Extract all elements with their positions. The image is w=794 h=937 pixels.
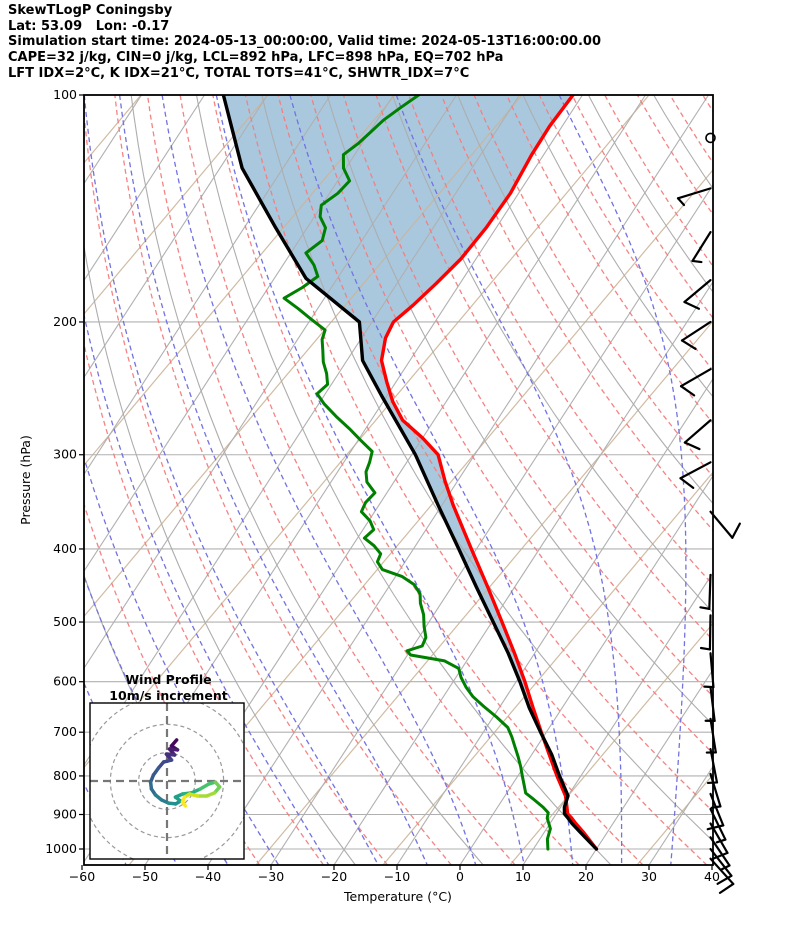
wind-barb-icon <box>679 368 712 397</box>
wind-barb-icon <box>699 614 712 651</box>
cape-area-fill <box>223 95 573 814</box>
calm-wind-icon <box>705 132 716 144</box>
wind-barb-icon <box>709 847 733 885</box>
station-coordinates: Lat: 53.09 Lon: -0.17 <box>8 18 170 34</box>
x-tick-label: 20 <box>578 869 594 884</box>
x-tick-label: 40 <box>704 869 720 884</box>
wind-barb-icon <box>691 231 712 264</box>
inset-subtitle: 10m/s increment <box>109 688 227 703</box>
figure-title: SkewTLogP Coningsby <box>8 3 173 18</box>
y-tick-label: 500 <box>53 614 77 629</box>
x-tick-label: −30 <box>258 869 284 884</box>
plot-frame <box>83 94 714 866</box>
y-tick-label: 600 <box>53 674 77 689</box>
y-tick-label: 700 <box>53 724 77 739</box>
y-tick-label: 200 <box>53 314 77 329</box>
x-axis-title: Temperature (°C) <box>343 889 452 904</box>
x-tick-label: −40 <box>195 869 221 884</box>
x-tick-label: −60 <box>69 869 95 884</box>
parcel-curve <box>221 95 599 851</box>
dewpoint-curve <box>282 95 552 851</box>
y-tick-label: 400 <box>53 541 77 556</box>
y-tick-label: 1000 <box>45 841 77 856</box>
wind-barb-icon <box>679 461 712 489</box>
wind-barb-icon <box>680 320 712 351</box>
dry-adiabats-red-dashed <box>84 95 713 865</box>
wind-barb-icon <box>699 573 712 610</box>
hodograph-trace <box>148 738 222 808</box>
simulation-times: Simulation start time: 2024-05-13_00:00:… <box>8 34 601 50</box>
x-axis: −60 −50 −40 −30 −20 −10 0 10 20 30 40 Temperature (… <box>69 865 720 904</box>
x-tick-label: −10 <box>384 869 410 884</box>
wind-barb-icon <box>705 717 717 754</box>
wind-barb-icon <box>709 510 741 539</box>
x-tick-label: 0 <box>456 869 464 884</box>
y-tick-label: 900 <box>53 806 77 821</box>
y-tick-label: 800 <box>53 768 77 783</box>
y-axis: 100 200 300 400 500 600 700 800 900 1000 Pressure … <box>18 87 84 856</box>
wind-barb-icon <box>676 187 712 207</box>
cape-indices: CAPE=32 j/kg, CIN=0 j/kg, LCL=892 hPa, L… <box>8 50 504 66</box>
wind-barb-icon <box>683 279 712 310</box>
stability-indices: LFT IDX=2°C, K IDX=21°C, TOTAL TOTS=41°C… <box>8 65 470 81</box>
wind-barb-icon <box>709 857 735 894</box>
y-axis-title: Pressure (hPa) <box>18 435 33 525</box>
wind-barb-icon <box>683 419 712 451</box>
x-tick-label: 30 <box>641 869 657 884</box>
y-tick-label: 300 <box>53 447 77 462</box>
figure-header: SkewTLogP Coningsby Lat: 53.09 Lon: -0.1… <box>8 3 601 82</box>
x-tick-label: −50 <box>132 869 158 884</box>
inset-title: Wind Profile <box>125 672 211 687</box>
x-tick-label: −20 <box>321 869 347 884</box>
moist-adiabats-blue-dashed <box>84 95 687 865</box>
x-tick-label: 10 <box>515 869 531 884</box>
y-tick-label: 100 <box>53 87 77 102</box>
